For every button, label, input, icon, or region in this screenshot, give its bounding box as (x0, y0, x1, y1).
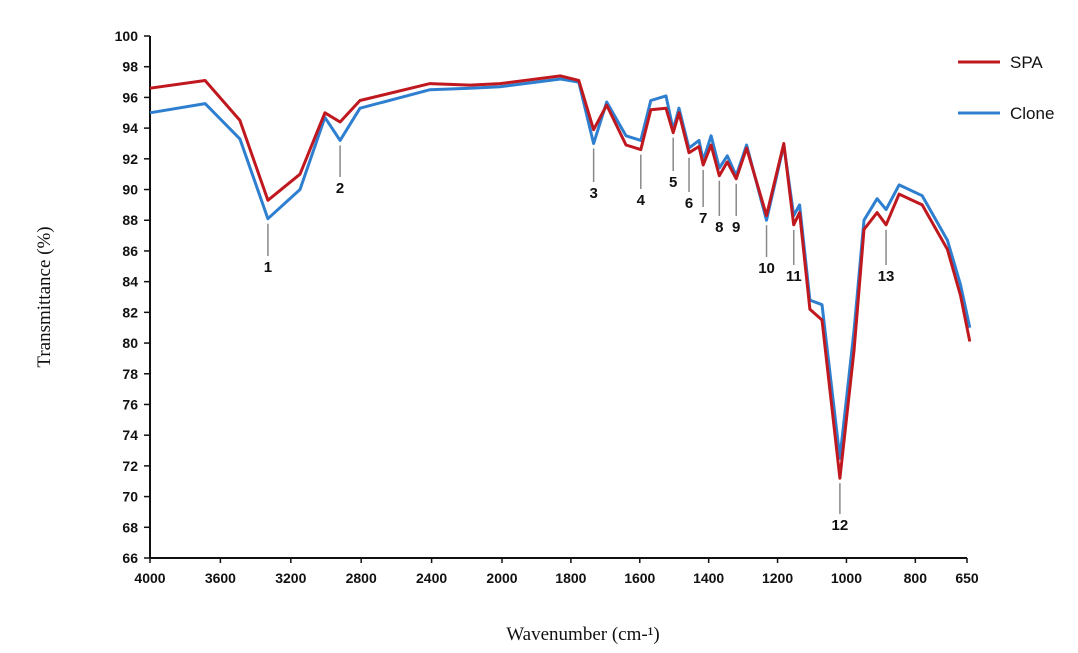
x-tick-label: 2000 (486, 570, 517, 586)
peak-label: 9 (732, 219, 740, 236)
y-tick-label: 100 (115, 28, 139, 44)
axes: 6668707274767880828486889092949698100400… (115, 28, 979, 586)
x-tick-label: 650 (955, 570, 979, 586)
x-tick-label: 2800 (346, 570, 377, 586)
y-tick-label: 72 (122, 458, 138, 474)
x-tick-label: 1600 (624, 570, 655, 586)
y-tick-label: 94 (122, 120, 138, 136)
peak-label: 10 (758, 260, 775, 277)
y-tick-label: 98 (122, 59, 138, 75)
peak-label: 8 (715, 219, 723, 236)
y-axis-title: Transmittance (%) (34, 226, 55, 367)
legend: SPA Clone (958, 53, 1054, 123)
peak-label: 11 (786, 268, 802, 285)
y-tick-label: 80 (122, 335, 138, 351)
x-tick-label: 1000 (831, 570, 862, 586)
peak-label: 13 (878, 268, 895, 285)
x-tick-label: 800 (904, 570, 928, 586)
y-tick-label: 70 (122, 489, 138, 505)
series-line-clone (149, 77, 972, 460)
legend-label-spa: SPA (1010, 53, 1043, 72)
x-tick-label: 1200 (762, 570, 793, 586)
peak-label: 6 (685, 195, 693, 212)
x-axis-title: Wavenumber (cm-¹) (506, 624, 659, 645)
y-tick-label: 66 (122, 550, 138, 566)
x-tick-label: 1400 (693, 570, 724, 586)
y-tick-label: 76 (122, 396, 138, 412)
x-tick-label: 2400 (416, 570, 447, 586)
peak-label: 3 (589, 185, 597, 202)
y-tick-label: 92 (122, 151, 138, 167)
peak-label: 4 (637, 192, 646, 209)
y-tick-label: 90 (122, 182, 138, 198)
y-tick-label: 74 (122, 427, 138, 443)
y-tick-label: 82 (122, 304, 138, 320)
peak-label: 2 (336, 180, 344, 197)
peak-label: 1 (264, 259, 272, 276)
series-line-spa (149, 74, 972, 480)
y-tick-label: 96 (122, 89, 138, 105)
y-tick-label: 88 (122, 212, 138, 228)
y-tick-label: 78 (122, 366, 138, 382)
x-tick-label: 4000 (134, 570, 165, 586)
x-tick-label: 3600 (205, 570, 236, 586)
y-tick-label: 68 (122, 519, 138, 535)
x-tick-label: 3200 (275, 570, 306, 586)
peak-label: 5 (669, 174, 677, 191)
y-tick-label: 86 (122, 243, 138, 259)
x-tick-label: 1800 (555, 570, 586, 586)
peak-label: 12 (832, 517, 849, 534)
y-tick-label: 84 (122, 274, 138, 290)
series-lines (149, 74, 972, 480)
peak-label: 7 (699, 210, 707, 227)
legend-label-clone: Clone (1010, 104, 1054, 123)
